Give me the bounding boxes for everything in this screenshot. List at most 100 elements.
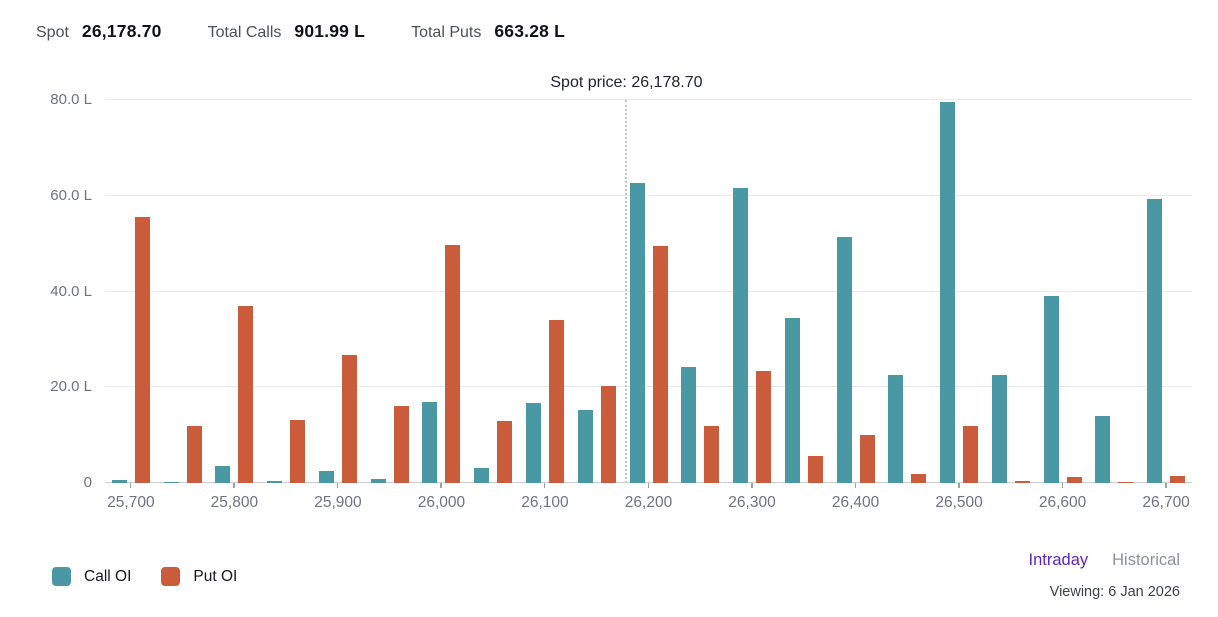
- total-puts-label: Total Puts: [411, 24, 482, 41]
- bar-group-26150: [571, 100, 623, 483]
- x-axis-tick-label: 26,300: [728, 494, 776, 511]
- call-oi-bar-26050[interactable]: [474, 468, 490, 483]
- call-oi-bar-25900[interactable]: [318, 471, 334, 483]
- gridline: [105, 482, 1192, 483]
- bar-group-25950: [364, 100, 416, 483]
- x-axis-tick-label: 26,200: [624, 494, 673, 511]
- bar-group-26550: [985, 100, 1037, 483]
- put-oi-bar-26150[interactable]: [600, 385, 616, 483]
- bar-group-25800: [209, 100, 261, 483]
- call-oi-bar-26350[interactable]: [784, 317, 800, 483]
- put-oi-bar-26300[interactable]: [756, 370, 772, 483]
- spot-label: Spot: [36, 24, 69, 41]
- bar-group-26700: [1140, 100, 1192, 483]
- bar-group-26350: [778, 100, 830, 483]
- x-axis-tick: [1061, 483, 1064, 488]
- total-calls-value: 901.99 L: [294, 21, 366, 41]
- spot-value: 26,178.70: [81, 21, 162, 41]
- stats-header: Spot 26,178.70 Total Calls 901.99 L Tota…: [36, 21, 565, 42]
- x-axis-tick: [854, 483, 857, 488]
- bar-group-26400: [830, 100, 882, 483]
- put-oi-bar-26200[interactable]: [652, 245, 668, 483]
- gridline: [105, 290, 1192, 292]
- x-axis-tick: [751, 483, 753, 488]
- bar-group-25750: [157, 100, 209, 483]
- tab-historical[interactable]: Historical: [1112, 551, 1180, 569]
- put-oi-bar-25950[interactable]: [393, 406, 409, 483]
- legend-item-call-oi[interactable]: Call OI: [52, 567, 131, 586]
- put-oi-bar-26050[interactable]: [497, 421, 513, 483]
- x-axis-tick-label: 26,500: [935, 494, 983, 511]
- bar-group-25850: [260, 100, 312, 483]
- call-oi-bar-26400[interactable]: [836, 237, 852, 483]
- y-axis-tick-label: 80.0 L: [50, 91, 92, 108]
- spot-price-label: Spot price: 26,178.70: [550, 74, 703, 91]
- bar-group-25700: [105, 100, 157, 483]
- viewing-date-label: Viewing: 6 Jan 2026: [1049, 584, 1180, 600]
- x-axis-tick-label: 25,900: [314, 494, 362, 511]
- call-oi-bar-25850[interactable]: [267, 480, 283, 483]
- gridline: [105, 386, 1192, 388]
- x-axis-tick-label: 26,700: [1142, 494, 1190, 511]
- put-oi-bar-26250[interactable]: [704, 426, 720, 483]
- gridline: [105, 99, 1192, 100]
- put-oi-bar-26650[interactable]: [1118, 482, 1134, 483]
- view-tabs: Intraday Historical: [1029, 551, 1180, 570]
- put-oi-bar-26500[interactable]: [963, 426, 979, 483]
- y-axis-tick-label: 60.0 L: [50, 186, 92, 204]
- x-axis-tick-label: 26,400: [831, 494, 880, 511]
- bar-group-26450: [881, 100, 933, 483]
- bar-group-26050: [467, 100, 519, 483]
- legend-item-put-oi[interactable]: Put OI: [161, 567, 237, 586]
- call-oi-bar-26650[interactable]: [1095, 416, 1111, 483]
- tab-intraday[interactable]: Intraday: [1028, 551, 1089, 569]
- put-oi-bar-26350[interactable]: [807, 455, 823, 483]
- call-oi-bar-26600[interactable]: [1043, 296, 1059, 483]
- put-oi-bar-26450[interactable]: [911, 473, 927, 483]
- call-oi-bar-26150[interactable]: [577, 409, 593, 483]
- put-oi-bar-25850[interactable]: [290, 419, 306, 483]
- spot-stat: Spot 26,178.70: [36, 21, 162, 42]
- call-oi-bar-25750[interactable]: [163, 482, 179, 483]
- put-oi-bar-26700[interactable]: [1170, 476, 1186, 483]
- x-axis-tick: [647, 483, 649, 488]
- bar-group-25900: [312, 100, 364, 483]
- put-oi-bar-26600[interactable]: [1066, 477, 1082, 483]
- bar-group-26200: [623, 100, 675, 483]
- call-oi-bar-26250[interactable]: [681, 367, 697, 483]
- put-oi-bar-25900[interactable]: [341, 355, 357, 483]
- total-puts-stat: Total Puts 663.28 L: [411, 21, 565, 42]
- x-axis-tick-label: 26,000: [417, 494, 466, 511]
- y-axis-tick-label: 40.0 L: [50, 282, 92, 300]
- put-oi-bar-26550[interactable]: [1014, 481, 1030, 483]
- call-oi-bar-25950[interactable]: [370, 478, 386, 483]
- call-oi-bar-26200[interactable]: [629, 182, 645, 483]
- call-oi-bar-26700[interactable]: [1147, 199, 1163, 483]
- put-oi-bar-25750[interactable]: [186, 425, 202, 483]
- call-oi-bar-26000[interactable]: [422, 401, 438, 483]
- call-oi-bar-25800[interactable]: [215, 466, 231, 483]
- put-oi-bar-26000[interactable]: [445, 244, 461, 483]
- put-oi-bar-26100[interactable]: [549, 320, 564, 483]
- put-oi-swatch: [161, 567, 181, 586]
- call-oi-swatch: [52, 567, 71, 586]
- bar-group-26600: [1037, 100, 1089, 483]
- total-puts-value: 663.28 L: [494, 21, 566, 41]
- call-oi-bar-26300[interactable]: [733, 188, 749, 483]
- x-axis-tick-label: 25,800: [210, 494, 259, 511]
- call-oi-bar-26450[interactable]: [888, 375, 904, 483]
- call-oi-bar-25700[interactable]: [111, 480, 127, 483]
- call-oi-bar-26500[interactable]: [940, 102, 956, 483]
- put-oi-bar-25700[interactable]: [134, 216, 150, 483]
- call-oi-bar-26100[interactable]: [526, 402, 541, 483]
- call-oi-bar-26550[interactable]: [991, 375, 1007, 483]
- y-axis-tick-label: 20.0 L: [50, 378, 92, 396]
- x-axis-tick: [336, 483, 339, 488]
- x-axis-tick: [1165, 483, 1167, 488]
- x-axis-tick-label: 25,700: [107, 494, 155, 511]
- total-calls-label: Total Calls: [207, 24, 282, 41]
- put-oi-bar-25800[interactable]: [238, 306, 254, 483]
- y-axis-tick-label: 0: [83, 474, 92, 491]
- put-oi-bar-26400[interactable]: [859, 435, 875, 483]
- bars-container: [105, 100, 1192, 483]
